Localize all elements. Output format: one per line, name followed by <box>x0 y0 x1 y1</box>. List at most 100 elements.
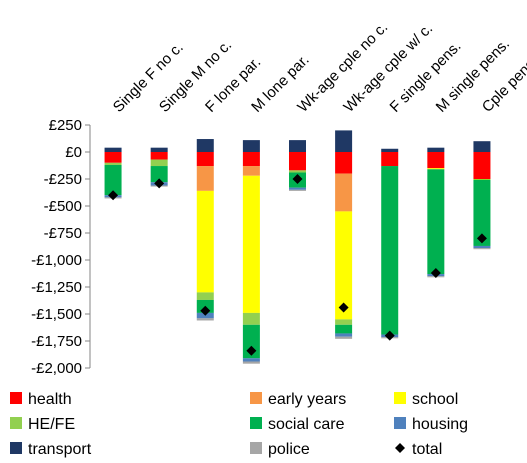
bar-segment-transport <box>427 147 445 152</box>
bar-segment-social-care <box>427 169 445 275</box>
legend-item-health: health <box>10 391 72 408</box>
bar-segment-social-care <box>381 166 399 335</box>
bar-segment-school <box>242 175 260 313</box>
bar-segment-police <box>335 336 353 339</box>
legend-item-total: total <box>395 441 442 458</box>
bar-segment-school <box>427 168 445 170</box>
y-tick-label: -£1,500 <box>31 306 82 323</box>
category-labels: Single F no c.Single M no c.F lone par.M… <box>110 19 527 116</box>
legend-item-police: police <box>250 441 310 458</box>
bar-segment-school <box>196 190 214 293</box>
legend-label: police <box>268 441 310 458</box>
legend-label: HE/FE <box>28 416 75 433</box>
bar-segment-police <box>289 189 306 191</box>
bar-segment-transport <box>150 147 168 152</box>
bar-segment-social-care <box>335 324 353 334</box>
legend-item-he-fe: HE/FE <box>10 416 75 433</box>
legend-swatch <box>250 417 262 429</box>
bar-segment-health <box>150 152 168 160</box>
total-marker <box>246 345 257 356</box>
total-markers <box>108 174 487 356</box>
legend-swatch <box>395 443 405 453</box>
total-marker <box>430 267 441 278</box>
bar-segment-housing <box>335 333 353 337</box>
bar-segment-police <box>242 361 260 364</box>
legend-label: school <box>412 391 458 408</box>
bar-segment-he-fe <box>242 312 260 325</box>
bar-segment-transport <box>289 140 306 152</box>
bar-segment-he-fe <box>289 170 306 173</box>
legend-swatch <box>10 442 22 454</box>
bar-segment-social-care <box>242 324 260 359</box>
y-tick-label: -£1,000 <box>31 252 82 269</box>
y-tick-label: -£2,000 <box>31 360 82 377</box>
legend-label: transport <box>28 441 92 458</box>
legend-swatch <box>250 392 262 404</box>
y-tick-label: £0 <box>65 144 82 161</box>
y-tick-label: -£1,750 <box>31 333 82 350</box>
total-marker <box>476 233 487 244</box>
legend-label: social care <box>268 416 345 433</box>
bar-segment-social-care <box>473 179 491 246</box>
bar-segment-school <box>335 211 353 320</box>
legend-swatch <box>394 392 406 404</box>
bar-segment-he-fe <box>104 162 122 165</box>
y-tick-label: £250 <box>49 117 82 134</box>
bar-segment-police <box>473 248 491 250</box>
legend-label: housing <box>412 416 468 433</box>
total-marker <box>338 302 349 313</box>
legend-swatch <box>394 417 406 429</box>
bar-segment-health <box>335 152 353 174</box>
bar-segment-early-years <box>335 173 353 212</box>
legend-item-school: school <box>394 391 458 408</box>
bar-segment-transport <box>381 148 399 152</box>
bar-segment-social-care <box>104 164 122 196</box>
legend-item-transport: transport <box>10 441 92 458</box>
legend-item-early-years: early years <box>250 391 346 408</box>
bar-segment-health <box>427 152 445 169</box>
legend: health early years school HE/FE social care h… <box>10 391 468 458</box>
bar-segment-he-fe <box>196 292 214 300</box>
bar-segment-health <box>104 152 122 163</box>
bar-segment-housing <box>289 187 306 190</box>
bar-area <box>104 130 491 364</box>
bar-segment-early-years <box>196 166 214 191</box>
bar-segment-health <box>381 152 399 167</box>
total-marker <box>384 330 395 341</box>
y-tick-label: -£1,250 <box>31 279 82 296</box>
bar-segment-health <box>289 152 306 171</box>
bar-segment-transport <box>242 140 260 152</box>
y-tick-label: -£500 <box>44 198 82 215</box>
bar-segment-housing <box>473 245 491 249</box>
total-marker <box>154 178 165 189</box>
total-marker <box>108 190 119 201</box>
bar-segment-transport <box>196 139 214 152</box>
legend-label: health <box>28 391 72 408</box>
bar-segment-housing <box>242 358 260 362</box>
y-tick-label: -£250 <box>44 171 82 188</box>
total-marker <box>200 305 211 316</box>
legend-item-housing: housing <box>394 416 468 433</box>
bar-segment-health <box>473 152 491 179</box>
bar-segment-transport <box>473 141 491 152</box>
legend-swatch <box>250 442 262 454</box>
legend-label: early years <box>268 391 346 408</box>
total-marker <box>292 174 303 184</box>
bar-segment-transport <box>335 130 353 152</box>
y-tick-label: -£750 <box>44 225 82 242</box>
bar-segment-health <box>196 152 214 167</box>
bar-segment-he-fe <box>150 159 168 167</box>
bar-segment-school <box>473 179 491 180</box>
bar-segment-social-care <box>150 166 168 183</box>
legend-swatch <box>10 392 22 404</box>
legend-swatch <box>10 417 22 429</box>
bar-segment-he-fe <box>335 319 353 325</box>
bar-segment-early-years <box>242 166 260 176</box>
legend-label: total <box>412 441 442 458</box>
y-axis: £250 £0 -£250 -£500 -£750 -£1,000 -£1,250 -£1,5… <box>31 117 91 377</box>
legend-item-social-care: social care <box>250 416 345 433</box>
bar-segment-health <box>242 152 260 167</box>
bar-segment-transport <box>104 147 122 152</box>
bar-segment-police <box>196 318 214 321</box>
